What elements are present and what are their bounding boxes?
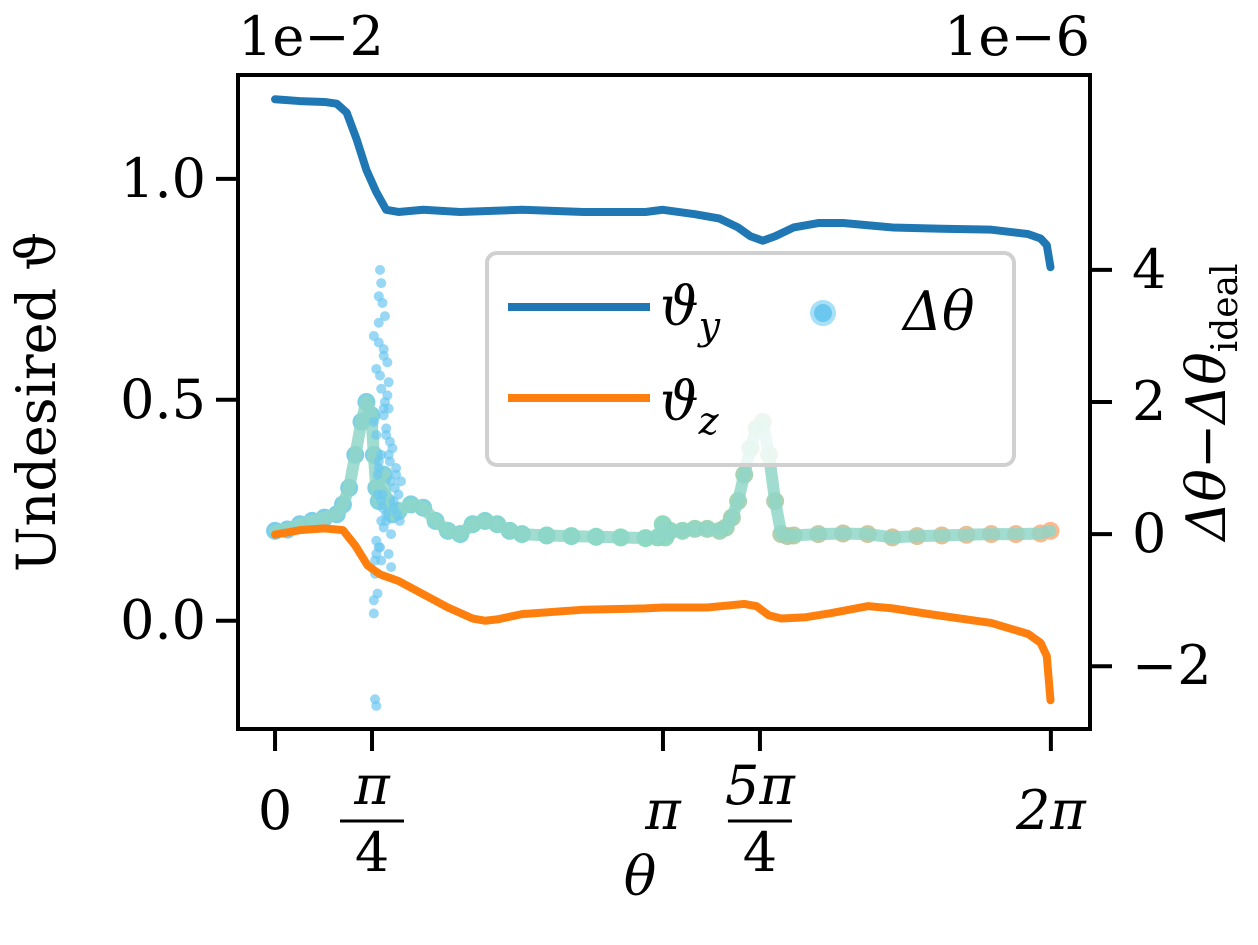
- delta-theta-point: [371, 548, 382, 559]
- delta-theta-point: [377, 489, 388, 500]
- left-offset-label: 1e−2: [238, 5, 384, 68]
- delta-theta-point: [384, 436, 395, 447]
- legend-label-y-sub: y: [697, 304, 721, 348]
- right-offset-label: 1e−6: [944, 5, 1090, 68]
- svg-text:Δθ−Δθideal: Δθ−Δθideal: [1175, 263, 1246, 542]
- legend-label-z-main: ϑ: [660, 370, 699, 433]
- delta-theta-point: [391, 469, 402, 480]
- delta-theta-point: [376, 278, 387, 289]
- x-tick-label: 2π: [1015, 779, 1087, 842]
- delta-theta-point: [368, 608, 379, 619]
- delta-theta-point: [386, 562, 397, 573]
- y-right-label-part1: Δθ: [1175, 469, 1238, 543]
- y-left-tick-label: 0.5: [120, 368, 206, 431]
- y-right-label-part2: Δθ: [1175, 352, 1238, 426]
- y-right-tick-label: 0: [1132, 502, 1166, 565]
- x-axis-label: θ: [624, 845, 657, 908]
- delta-theta-point: [373, 456, 384, 467]
- legend-label-delta: Δθ: [901, 280, 975, 343]
- delta-theta-point: [378, 403, 389, 414]
- delta-theta-point: [379, 311, 390, 322]
- y-right-label-minus: −: [1175, 424, 1238, 469]
- delta-theta-point: [375, 264, 385, 275]
- delta-theta-band: [269, 396, 1057, 545]
- delta-theta-point: [381, 423, 392, 434]
- delta-theta-point: [382, 390, 393, 401]
- x-tick-label-num: 5π: [725, 754, 796, 817]
- delta-theta-point: [371, 430, 382, 441]
- delta-theta-point: [383, 548, 394, 559]
- legend-marker-delta: [810, 300, 836, 326]
- y-left-tick-label: 0.0: [120, 589, 206, 652]
- delta-theta-point: [373, 291, 384, 302]
- delta-theta-point: [373, 337, 384, 348]
- delta-theta-point: [376, 515, 387, 526]
- legend-label-z: ϑz: [660, 370, 720, 443]
- x-tick-label: π: [644, 779, 682, 842]
- delta-theta-point: [371, 700, 382, 711]
- legend-label-y: ϑy: [660, 275, 721, 348]
- delta-theta-point: [383, 377, 394, 388]
- legend: ϑy ϑz Δθ: [485, 251, 1016, 467]
- y-axis-label-right: Δθ−Δθideal: [1175, 263, 1246, 542]
- delta-theta-point: [372, 469, 383, 480]
- legend-label-z-sub: z: [698, 399, 720, 443]
- delta-theta-point: [388, 502, 399, 513]
- x-tick-label-num: π: [353, 754, 391, 817]
- y-right-label-sub: ideal: [1205, 263, 1246, 352]
- delta-theta-point: [393, 489, 404, 500]
- legend-label-y-main: ϑ: [660, 275, 699, 338]
- x-tick-label-den: 4: [743, 821, 777, 884]
- delta-theta-point: [386, 529, 397, 540]
- series-line-theta-z: [271, 524, 1055, 705]
- x-tick-label: 0: [258, 779, 292, 842]
- y-axis-label-left: Undesired ϑ: [5, 232, 68, 572]
- delta-theta-point: [376, 383, 387, 394]
- y-left-tick-label: 1.0: [120, 147, 206, 210]
- delta-theta-point: [373, 317, 384, 328]
- delta-theta-point: [368, 416, 379, 427]
- x-tick-label-den: 4: [355, 821, 389, 884]
- y-right-tick-label: 2: [1132, 370, 1166, 433]
- delta-theta-point: [375, 370, 385, 381]
- y-right-tick-label: −2: [1132, 634, 1212, 697]
- y-right-tick-label: 4: [1132, 238, 1166, 301]
- series-layer: [266, 95, 1060, 711]
- delta-theta-point: [394, 515, 405, 526]
- delta-theta-point: [368, 595, 379, 606]
- delta-theta-point: [383, 449, 394, 460]
- series-line-theta-y: [271, 95, 1055, 272]
- delta-theta-point: [378, 350, 389, 361]
